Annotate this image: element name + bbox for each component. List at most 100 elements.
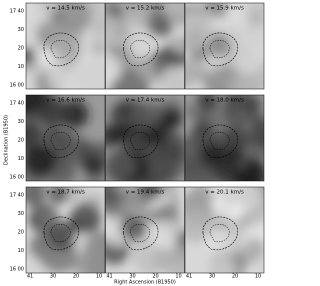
contour: [202, 32, 238, 67]
panel-frame: [184, 186, 265, 274]
blob: [135, 102, 163, 130]
blob: [134, 57, 157, 80]
x-tick-label: 30: [209, 274, 215, 280]
panel-frame: [105, 2, 185, 90]
panel-frame: [25, 94, 106, 182]
blob: [149, 219, 179, 250]
panel-label: v = 15.9 km/s: [205, 6, 244, 12]
blob: [243, 238, 264, 261]
x-tick-label: 10: [255, 274, 261, 280]
blob: [232, 10, 248, 26]
blob: [185, 104, 198, 118]
x-tick-label: 41: [27, 274, 33, 280]
blob: [168, 3, 185, 15]
contour: [43, 32, 79, 67]
blob: [105, 149, 136, 181]
contour: [130, 40, 150, 59]
blob: [232, 41, 264, 74]
emission: [26, 3, 105, 89]
blob: [60, 100, 89, 129]
emission: [185, 187, 264, 273]
blob: [185, 208, 213, 243]
contour: [50, 132, 71, 151]
blob: [162, 65, 185, 89]
blob: [83, 154, 105, 176]
panel: [26, 187, 105, 273]
blob: [26, 143, 57, 177]
panel-label: v = 18.0 km/s: [205, 98, 244, 104]
panel: [185, 95, 264, 181]
emission: [105, 98, 185, 181]
y-tick-label: 16 00: [10, 267, 24, 273]
y-tick-label: 30: [18, 119, 24, 125]
panel-frame: [105, 186, 185, 274]
y-tick-label: 17 40: [10, 101, 24, 107]
blob: [38, 97, 69, 128]
panel-frame: [25, 2, 106, 90]
panel-label: v = 20.1 km/s: [205, 190, 244, 196]
blob: [196, 95, 220, 113]
blob: [185, 15, 212, 48]
blob: [69, 202, 102, 235]
emission: [185, 3, 264, 89]
panel: [105, 95, 185, 181]
y-tick-label: 20: [18, 46, 24, 52]
contour: [43, 216, 79, 251]
contour: [50, 40, 71, 59]
blob: [161, 108, 183, 129]
blob: [227, 202, 244, 220]
panel-label: v = 19.4 km/s: [126, 190, 165, 196]
blob: [236, 215, 250, 228]
emission: [105, 3, 185, 89]
y-tick-label: 10: [18, 64, 24, 70]
blob: [223, 95, 261, 128]
panel: [185, 187, 264, 273]
emission: [26, 95, 105, 181]
x-tick-label: 10: [96, 274, 102, 280]
blob: [112, 123, 131, 142]
panel-label: v = 16.6 km/s: [46, 98, 85, 104]
blob: [26, 253, 43, 273]
blob: [206, 256, 237, 273]
blob: [114, 187, 128, 195]
y-tick-label: 30: [18, 211, 24, 217]
y-tick-label: 16 00: [10, 83, 24, 89]
blob: [164, 245, 185, 273]
contour: [202, 216, 238, 251]
y-axis-label: Declination (B1950): [4, 115, 10, 165]
blob: [190, 44, 210, 63]
blob: [48, 187, 69, 205]
blob: [185, 58, 201, 88]
y-tick-label: 10: [18, 248, 24, 254]
blob: [26, 46, 36, 66]
blob: [203, 3, 216, 10]
panel-label: v = 15.2 km/s: [126, 6, 165, 12]
blob: [149, 157, 178, 181]
blob: [210, 227, 240, 257]
y-tick-label: 16 00: [10, 175, 24, 181]
blob: [105, 15, 122, 43]
blob: [249, 119, 264, 148]
contour: [50, 224, 71, 243]
x-tick-label: 30: [129, 274, 135, 280]
blob: [172, 11, 185, 28]
blob: [141, 189, 154, 203]
contour: [209, 132, 230, 151]
blob: [75, 246, 105, 273]
x-tick-label: 20: [232, 274, 238, 280]
blob: [53, 3, 92, 34]
panel: [105, 3, 185, 89]
blob: [26, 95, 48, 113]
blob: [35, 49, 52, 66]
panel-frame: [184, 2, 265, 90]
y-tick-label: 17 40: [10, 193, 24, 199]
blob: [26, 23, 42, 46]
panel-frame: [184, 94, 265, 182]
contour: [209, 40, 230, 59]
panel-label: v = 17.4 km/s: [126, 98, 165, 104]
y-tick-label: 20: [18, 138, 24, 144]
blob: [226, 68, 261, 89]
blob: [55, 52, 74, 72]
y-tick-label: 30: [18, 27, 24, 33]
emission: [185, 95, 264, 181]
